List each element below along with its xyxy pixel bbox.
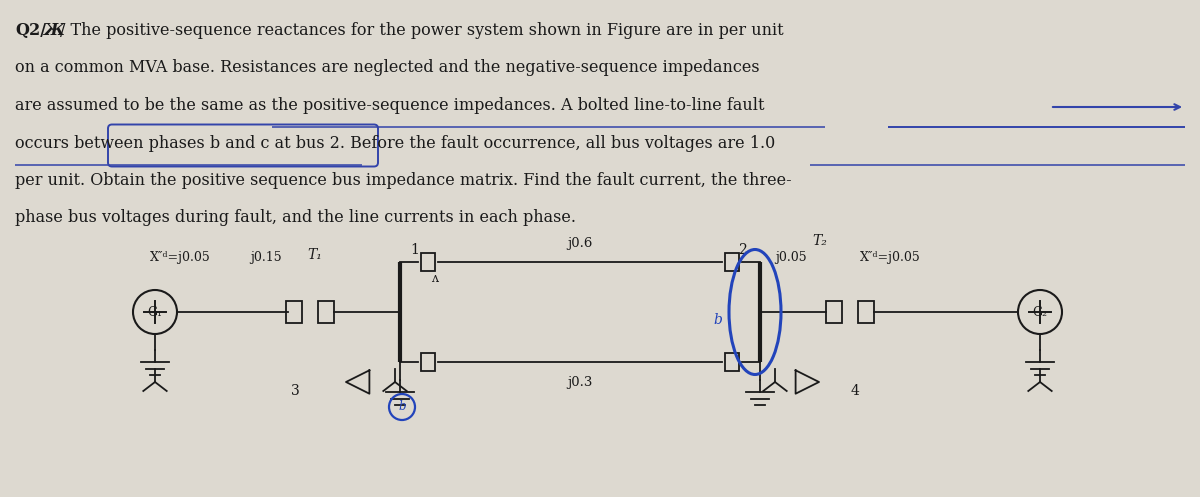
Text: 3: 3 xyxy=(290,384,299,398)
Text: j0.3: j0.3 xyxy=(568,376,593,389)
Text: T₁: T₁ xyxy=(307,248,323,262)
Text: X″ᵈ=j0.05: X″ᵈ=j0.05 xyxy=(150,251,211,264)
Text: X″ᵈ=j0.05: X″ᵈ=j0.05 xyxy=(860,251,920,264)
Text: 2: 2 xyxy=(738,243,746,257)
Text: b: b xyxy=(398,401,406,414)
Bar xyxy=(286,301,302,323)
Text: on a common MVA base. Resistances are neglected and the negative-sequence impeda: on a common MVA base. Resistances are ne… xyxy=(14,60,760,77)
Text: 4: 4 xyxy=(851,384,859,398)
Text: j0.05: j0.05 xyxy=(775,251,806,264)
Text: j0.15: j0.15 xyxy=(250,251,282,264)
Bar xyxy=(725,353,739,371)
Bar xyxy=(826,301,842,323)
Bar xyxy=(725,253,739,271)
Text: are assumed to be the same as the positive-sequence impedances. A bolted line-to: are assumed to be the same as the positi… xyxy=(14,97,764,114)
Text: G₂: G₂ xyxy=(1032,306,1048,319)
Text: / The positive-sequence reactances for the power system shown in Figure are in p: / The positive-sequence reactances for t… xyxy=(60,22,784,39)
Bar xyxy=(421,253,434,271)
Text: G₁: G₁ xyxy=(148,306,162,319)
Text: 1: 1 xyxy=(410,243,419,257)
Text: phase bus voltages during fault, and the line currents in each phase.: phase bus voltages during fault, and the… xyxy=(14,210,576,227)
Bar xyxy=(318,301,334,323)
Text: occurs between phases b and c at bus 2. Before the fault occurrence, all bus vol: occurs between phases b and c at bus 2. … xyxy=(14,135,775,152)
Text: T₂: T₂ xyxy=(812,234,828,248)
Bar xyxy=(421,353,434,371)
Text: b: b xyxy=(714,313,722,327)
Text: Ж: Ж xyxy=(44,22,65,39)
Bar xyxy=(858,301,874,323)
Text: Q2/: Q2/ xyxy=(14,22,46,39)
Text: j0.6: j0.6 xyxy=(568,237,593,250)
Text: per unit. Obtain the positive sequence bus impedance matrix. Find the fault curr: per unit. Obtain the positive sequence b… xyxy=(14,172,792,189)
Text: ʌ: ʌ xyxy=(432,272,438,285)
